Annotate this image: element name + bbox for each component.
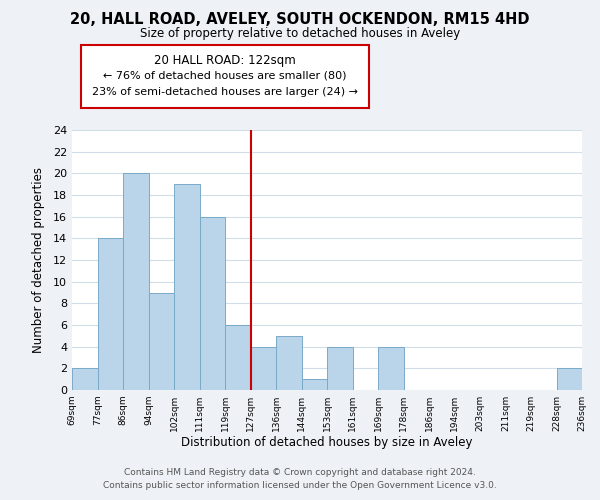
Text: 20, HALL ROAD, AVELEY, SOUTH OCKENDON, RM15 4HD: 20, HALL ROAD, AVELEY, SOUTH OCKENDON, R… [70,12,530,28]
Y-axis label: Number of detached properties: Number of detached properties [32,167,44,353]
Bar [225,325,251,390]
Bar [557,368,582,390]
Bar [97,238,123,390]
Text: 20 HALL ROAD: 122sqm: 20 HALL ROAD: 122sqm [154,54,296,67]
Text: Distribution of detached houses by size in Aveley: Distribution of detached houses by size … [181,436,473,449]
Bar [276,336,302,390]
Bar [199,216,225,390]
Bar [327,346,353,390]
Bar [251,346,276,390]
Bar [378,346,404,390]
Text: Contains public sector information licensed under the Open Government Licence v3: Contains public sector information licen… [103,482,497,490]
Bar [174,184,199,390]
Bar [123,174,149,390]
Bar [72,368,97,390]
Bar [149,292,174,390]
Text: Size of property relative to detached houses in Aveley: Size of property relative to detached ho… [140,28,460,40]
Bar [302,379,327,390]
Text: Contains HM Land Registry data © Crown copyright and database right 2024.: Contains HM Land Registry data © Crown c… [124,468,476,477]
Text: 23% of semi-detached houses are larger (24) →: 23% of semi-detached houses are larger (… [92,87,358,97]
Text: ← 76% of detached houses are smaller (80): ← 76% of detached houses are smaller (80… [103,70,347,81]
